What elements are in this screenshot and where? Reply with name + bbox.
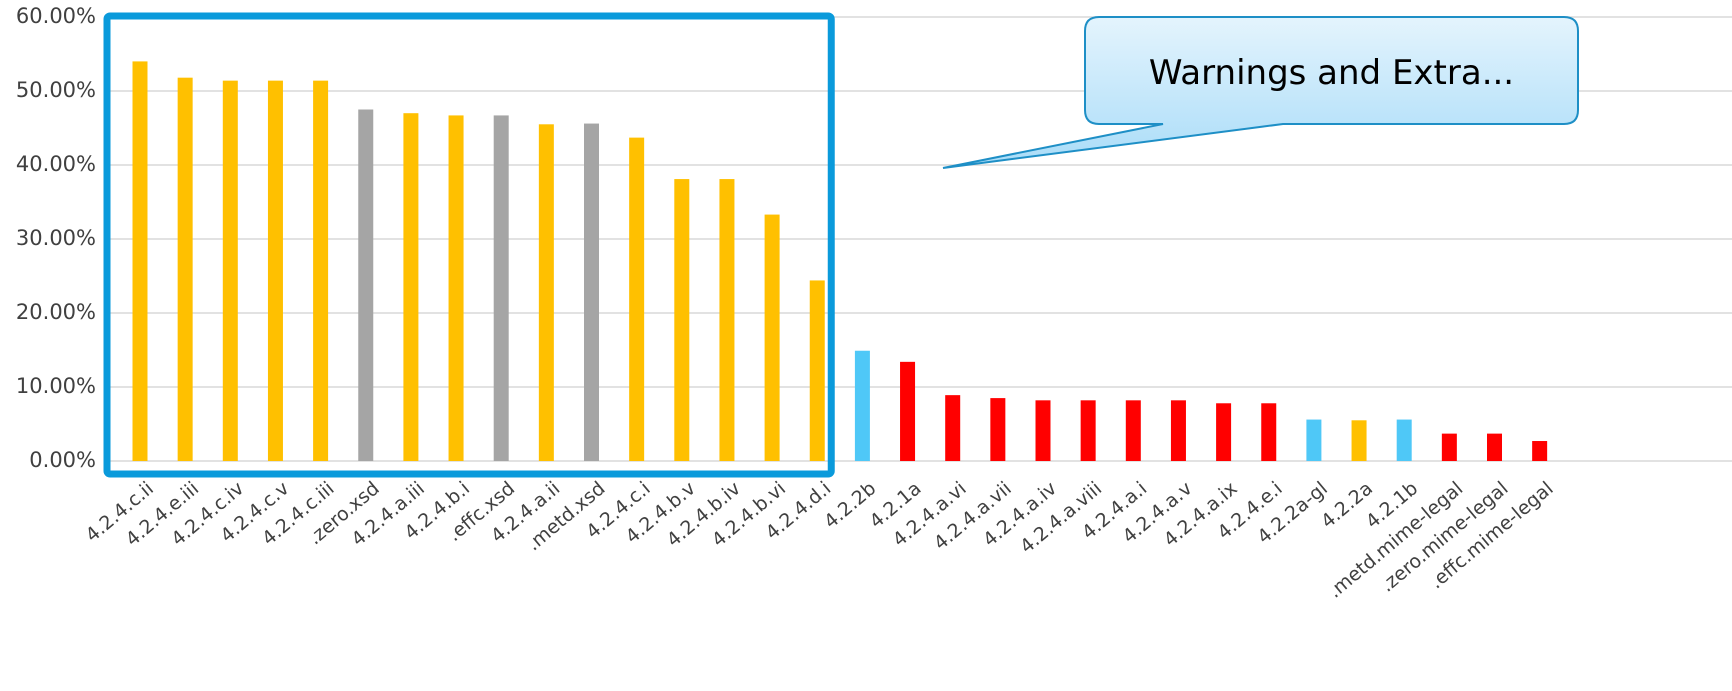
- bar: [945, 395, 961, 461]
- y-tick-label: 30.00%: [16, 226, 96, 250]
- bar: [1216, 403, 1232, 461]
- bar: [1261, 403, 1277, 461]
- callout-shape: Warnings and Extra...: [942, 16, 1579, 169]
- bar: [1306, 419, 1322, 461]
- y-tick-label: 50.00%: [16, 78, 96, 102]
- y-tick-label: 60.00%: [16, 4, 96, 28]
- y-tick-label: 40.00%: [16, 152, 96, 176]
- y-tick-label: 0.00%: [29, 448, 96, 472]
- bar: [1351, 420, 1367, 461]
- x-axis-category-labels: 4.2.4.c.ii4.2.4.e.iii4.2.4.c.iv4.2.4.c.v…: [81, 477, 1557, 602]
- x-category-label: 4.2.2b: [820, 477, 880, 533]
- bar: [1080, 400, 1096, 461]
- bar: [1170, 400, 1186, 461]
- y-tick-label: 10.00%: [16, 374, 96, 398]
- bar: [1532, 441, 1548, 461]
- bar: [222, 80, 238, 461]
- bar: [764, 214, 780, 461]
- bar: [900, 361, 916, 461]
- bar: [854, 350, 870, 461]
- bar: [177, 77, 193, 462]
- bar: [132, 61, 148, 462]
- bar: [313, 80, 329, 461]
- bar: [584, 123, 599, 461]
- bar: [629, 137, 645, 461]
- bar: [358, 109, 374, 461]
- bar: [1035, 400, 1051, 461]
- bar: [267, 80, 283, 461]
- highlight-box: [103, 12, 835, 478]
- bar: [809, 280, 825, 461]
- bar: [448, 115, 464, 462]
- bars: [132, 61, 1548, 462]
- bar: [1396, 419, 1412, 461]
- bar: [403, 113, 419, 461]
- bar: [990, 398, 1006, 461]
- bar: [1487, 433, 1502, 461]
- bar: [1125, 400, 1141, 461]
- callout-bubble: [942, 16, 1579, 169]
- bar: [1441, 433, 1457, 461]
- bar: [493, 115, 509, 462]
- bar: [538, 124, 554, 462]
- y-tick-label: 20.00%: [16, 300, 96, 324]
- bar: [674, 179, 690, 461]
- y-axis-tick-labels: 0.00% 10.00% 20.00% 30.00% 40.00% 50.00% 60.00…: [16, 4, 96, 472]
- bar: [719, 179, 735, 461]
- callout-text: Warnings and Extra...: [1149, 53, 1514, 93]
